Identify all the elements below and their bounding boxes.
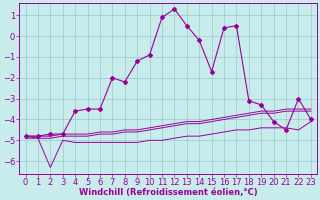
X-axis label: Windchill (Refroidissement éolien,°C): Windchill (Refroidissement éolien,°C) <box>79 188 258 197</box>
